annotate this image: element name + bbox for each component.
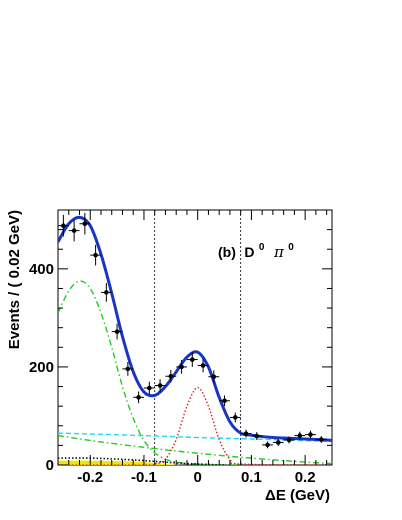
data-point — [272, 439, 284, 446]
data-marker — [232, 415, 238, 420]
data-point — [165, 369, 177, 383]
data-marker — [179, 364, 184, 370]
data-marker — [286, 437, 292, 443]
data-marker — [308, 432, 313, 437]
data-marker — [297, 433, 303, 438]
data-point — [100, 283, 112, 302]
annotation-label: (b) — [218, 244, 236, 260]
data-point — [315, 436, 327, 443]
data-point — [68, 219, 80, 242]
data-points — [58, 212, 327, 449]
x-axis-title: ΔE (GeV) — [265, 487, 330, 504]
plot-frame — [57, 209, 333, 466]
data-point — [229, 412, 241, 423]
data-point — [208, 370, 220, 384]
x-tick-label: 0 — [194, 469, 202, 486]
y-tick-label: 400 — [29, 261, 54, 278]
data-marker — [168, 373, 174, 379]
data-marker — [104, 290, 109, 295]
data-marker — [71, 228, 77, 233]
data-point — [294, 431, 306, 440]
data-marker — [136, 395, 141, 400]
x-tick-label: -0.1 — [131, 469, 157, 486]
data-point — [111, 323, 123, 340]
signal-peak-curve — [58, 386, 332, 465]
data-point — [176, 360, 187, 374]
x-tick-label: 0.1 — [241, 469, 262, 486]
y-axis-title: Events / ( 0.02 GeV) — [6, 210, 23, 349]
data-point — [58, 214, 69, 237]
data-point — [251, 432, 263, 440]
data-point — [262, 441, 273, 449]
y-tick-label: 0 — [46, 457, 54, 474]
fit-curves — [58, 215, 332, 465]
data-marker — [243, 431, 249, 436]
annotation-pion: π — [273, 243, 285, 261]
annotation-particle: D — [244, 244, 254, 260]
axes: -0.2 -0.1 0 0.1 0.2 0 200 400 — [29, 209, 332, 486]
plot-box — [57, 209, 333, 466]
data-marker — [114, 329, 120, 334]
data-marker — [211, 374, 217, 380]
data-marker — [82, 221, 88, 227]
data-point — [186, 352, 198, 367]
data-point — [305, 430, 316, 439]
data-marker — [222, 398, 227, 404]
data-point — [122, 362, 134, 376]
total-fit-curve — [58, 215, 332, 442]
data-marker — [265, 442, 270, 448]
data-marker — [125, 366, 131, 372]
combinatorial-background-curve — [58, 432, 332, 443]
data-point — [154, 379, 166, 392]
data-marker — [275, 440, 281, 445]
data-marker — [200, 363, 206, 368]
y-tick-label: 200 — [29, 359, 54, 376]
x-tick-label: 0.2 — [295, 469, 316, 486]
data-point — [219, 395, 230, 407]
data-marker — [61, 223, 66, 228]
data-point — [283, 436, 295, 444]
data-marker — [254, 433, 260, 439]
data-point — [133, 391, 144, 404]
annotation-particle-sup: 0 — [259, 242, 265, 253]
data-point — [143, 381, 155, 395]
chart-annotation: (b) D 0 π 0 — [218, 237, 294, 261]
yellow-background-area — [58, 460, 182, 465]
background-fill-area — [58, 460, 182, 465]
data-marker — [147, 385, 152, 391]
data-point — [79, 212, 91, 235]
data-point — [197, 358, 209, 373]
annotation-pion-sup: 0 — [288, 242, 294, 253]
data-marker — [93, 252, 98, 258]
data-point — [90, 244, 101, 266]
data-point — [240, 429, 252, 438]
data-marker — [157, 383, 163, 388]
data-marker — [190, 357, 195, 362]
data-marker — [318, 437, 324, 442]
x-tick-label: -0.2 — [77, 469, 103, 486]
